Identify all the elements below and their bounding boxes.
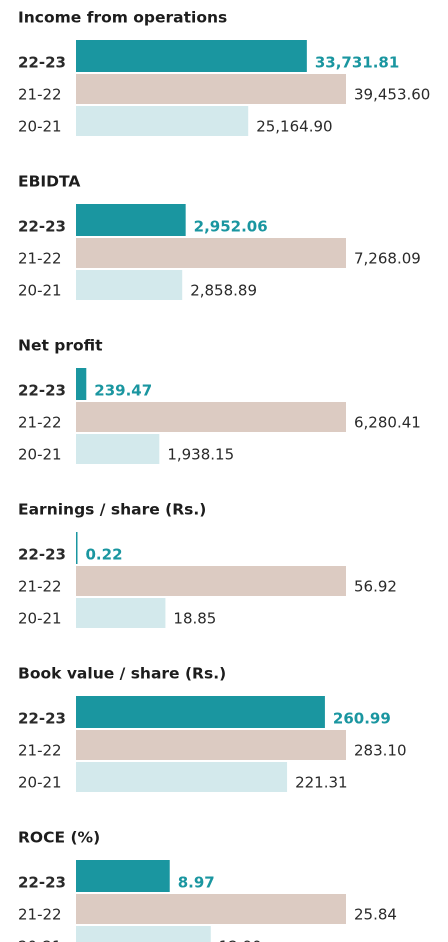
value-label: 0.22 — [86, 546, 123, 564]
category-label: 22-23 — [18, 874, 66, 892]
bar — [76, 566, 346, 596]
bar — [76, 532, 78, 564]
bar — [76, 368, 87, 400]
category-label: 21-22 — [18, 86, 62, 104]
category-label: 22-23 — [18, 710, 66, 728]
value-label: 2,858.89 — [190, 282, 257, 300]
bar — [76, 40, 307, 72]
bar — [76, 598, 166, 628]
value-label: 18.85 — [173, 610, 216, 628]
value-label: 39,453.60 — [354, 86, 430, 104]
bar — [76, 434, 160, 464]
value-label: 12.90 — [219, 938, 262, 942]
bar — [76, 204, 186, 236]
bar — [76, 238, 346, 268]
category-label: 22-23 — [18, 54, 66, 72]
chart-title: Book value / share (Rs.) — [18, 665, 226, 683]
category-label: 20-21 — [18, 118, 62, 136]
value-label: 6,280.41 — [354, 414, 421, 432]
bar — [76, 402, 346, 432]
chart-title: ROCE (%) — [18, 829, 100, 847]
chart-title: Income from operations — [18, 9, 227, 27]
category-label: 20-21 — [18, 446, 62, 464]
category-label: 22-23 — [18, 218, 66, 236]
bar — [76, 926, 211, 942]
category-label: 22-23 — [18, 382, 66, 400]
chart-title: EBIDTA — [18, 173, 80, 191]
value-label: 260.99 — [333, 710, 391, 728]
category-label: 21-22 — [18, 250, 62, 268]
value-label: 25,164.90 — [256, 118, 332, 136]
chart-title: Net profit — [18, 337, 103, 355]
bar — [76, 270, 183, 300]
category-label: 21-22 — [18, 578, 62, 596]
value-label: 25.84 — [354, 906, 397, 924]
bar — [76, 894, 346, 924]
category-label: 21-22 — [18, 742, 62, 760]
value-label: 239.47 — [94, 382, 152, 400]
category-label: 20-21 — [18, 610, 62, 628]
bar — [76, 696, 325, 728]
bar — [76, 730, 346, 760]
value-label: 283.10 — [354, 742, 407, 760]
category-label: 20-21 — [18, 938, 62, 942]
category-label: 20-21 — [18, 282, 62, 300]
bar — [76, 106, 249, 136]
bar — [76, 860, 170, 892]
value-label: 56.92 — [354, 578, 397, 596]
bar — [76, 74, 346, 104]
category-label: 22-23 — [18, 546, 66, 564]
value-label: 7,268.09 — [354, 250, 421, 268]
category-label: 21-22 — [18, 414, 62, 432]
value-label: 1,938.15 — [167, 446, 234, 464]
value-label: 33,731.81 — [315, 54, 399, 72]
category-label: 20-21 — [18, 774, 62, 792]
value-label: 8.97 — [178, 874, 215, 892]
chart-title: Earnings / share (Rs.) — [18, 501, 206, 519]
value-label: 2,952.06 — [194, 218, 268, 236]
value-label: 221.31 — [295, 774, 348, 792]
bar — [76, 762, 288, 792]
category-label: 21-22 — [18, 906, 62, 924]
